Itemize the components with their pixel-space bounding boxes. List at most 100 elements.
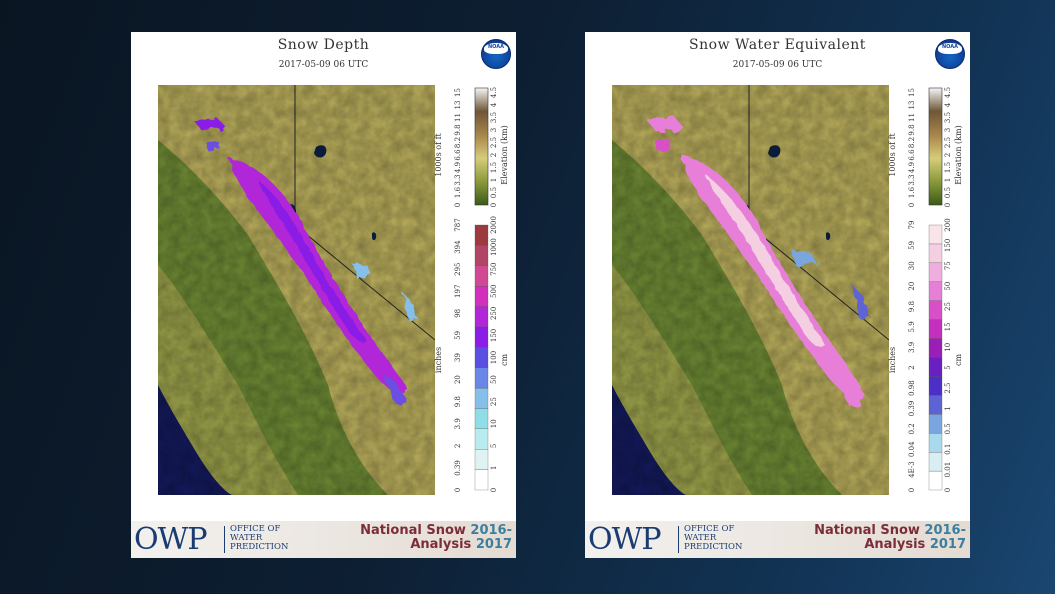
svg-text:1.6: 1.6	[908, 186, 916, 198]
svg-text:4: 4	[490, 102, 498, 107]
colorbar-tick-label: 0	[454, 488, 462, 492]
svg-text:15: 15	[454, 88, 462, 97]
colorbar-tick-label: 0	[490, 488, 498, 492]
svg-text:1: 1	[944, 178, 952, 182]
national-snow-analysis-title: National Snow 2016- Analysis 2017	[360, 523, 512, 552]
svg-text:4.9: 4.9	[454, 162, 462, 173]
svg-text:11: 11	[908, 113, 916, 122]
elevation-left-unit: 1000s of ft	[434, 132, 443, 176]
colorbar-tick-label: 150	[944, 239, 952, 252]
svg-text:2.5: 2.5	[490, 137, 498, 148]
colorbar-tick-label: 2	[908, 365, 916, 369]
panel-date: 2017-05-09 06 UTC	[278, 60, 369, 70]
elevation-right-unit: Elevation (km)	[954, 125, 963, 184]
colorbar-tick-label: 0	[944, 488, 952, 492]
colorbar-tick-label: 10	[490, 419, 498, 428]
colorbar-tick-label: 25	[490, 397, 498, 406]
colorbar-tick-label: 100	[490, 351, 498, 364]
colorbar-tick-label: 50	[490, 375, 498, 384]
colorbar-tick-label: 25	[944, 302, 952, 311]
svg-text:3.3: 3.3	[454, 174, 462, 185]
colorbar-tick-label: 2.5	[944, 383, 952, 394]
svg-text:0: 0	[490, 203, 498, 207]
colorbar-tick-label: 3.9	[454, 418, 462, 429]
national-snow-analysis-title: National Snow 2016- Analysis 2017	[814, 523, 966, 552]
colorbar-tick-label: 750	[490, 262, 498, 275]
svg-text:3: 3	[944, 128, 952, 132]
svg-text:2: 2	[944, 153, 952, 157]
svg-text:2.5: 2.5	[944, 137, 952, 148]
colorbar-tick-label: 197	[454, 285, 462, 298]
swe-right-ticks: 0 0.01 0.1 0.5 1 2.5 5 10 15 25 50 75 150 200	[944, 218, 952, 492]
panel-title: Snow Water Equivalent	[689, 37, 866, 53]
swe-left-ticks: 0 4E-3 0.04 0.2 0.39 0.98 2 3.9 5.9 9.8 20 30 59 79	[908, 221, 916, 493]
noaa-logo-icon: NOAA	[935, 39, 965, 69]
svg-text:15: 15	[908, 88, 916, 97]
value-left-unit: inches	[888, 347, 897, 373]
colorbar-swatch	[928, 470, 943, 491]
svg-text:4.5: 4.5	[944, 87, 952, 98]
owp-divider	[224, 526, 225, 553]
svg-text:11: 11	[454, 113, 462, 122]
svg-text:6.6: 6.6	[454, 149, 462, 161]
owp-logo: OWP	[134, 522, 208, 557]
colorbar-tick-label: 98	[454, 309, 462, 318]
colorbar-swatch	[474, 265, 489, 287]
svg-text:13: 13	[454, 101, 462, 110]
colorbar-swatch	[928, 224, 943, 245]
colorbar-swatch	[928, 319, 943, 339]
snow-depth-map	[158, 85, 435, 495]
elevation-colorbar	[474, 87, 489, 206]
colorbar-tick-label: 250	[490, 307, 498, 320]
swe-panel: Snow Water Equivalent 2017-05-09 06 UTC …	[585, 32, 970, 558]
elevation-right-unit: Elevation (km)	[500, 125, 509, 184]
colorbar-swatch	[928, 243, 943, 264]
colorbar-tick-label: 0.98	[908, 380, 916, 396]
colorbar-tick-label: 1000	[490, 238, 498, 256]
colorbar-tick-label: 2000	[490, 216, 498, 234]
colorbar-tick-label: 0.5	[944, 423, 952, 434]
colorbar-tick-label: 200	[944, 218, 952, 231]
colorbar-tick-label: 500	[490, 285, 498, 298]
colorbar-swatch	[474, 387, 489, 409]
snow-depth-right-ticks: 0 1 5 10 25 50 100 150 250 500 750 1000 2000	[490, 216, 498, 492]
snow-depth-left-ticks: 0 0.39 2 3.9 9.8 20 39 59 98 197 295 394 787	[454, 218, 462, 492]
colorbar-swatch	[474, 286, 489, 307]
colorbar-tick-label: 75	[944, 261, 952, 270]
colorbar-tick-label: 1	[490, 466, 498, 470]
svg-text:13: 13	[908, 101, 916, 110]
svg-text:3.3: 3.3	[908, 174, 916, 185]
colorbar-swatch	[474, 306, 489, 328]
svg-text:3.5: 3.5	[490, 112, 498, 123]
colorbar-tick-label: 2	[454, 444, 462, 448]
svg-text:3.5: 3.5	[944, 112, 952, 123]
colorbar-tick-label: 0.04	[908, 441, 916, 457]
value-left-unit: inches	[434, 347, 443, 373]
svg-text:2: 2	[490, 153, 498, 157]
svg-text:1.5: 1.5	[944, 162, 952, 173]
colorbar-swatch	[474, 245, 489, 266]
colorbar-tick-label: 1	[944, 406, 952, 410]
colorbar-swatch	[474, 326, 489, 348]
owp-logo: OWP	[588, 522, 662, 557]
colorbar-swatch	[928, 357, 943, 377]
elevation-right-ticks: 0 0.5 1 1.5 2 2.5 3 3.5 4 4.5	[944, 87, 952, 207]
colorbar-swatch	[474, 224, 489, 246]
colorbar-tick-label: 20	[908, 282, 916, 291]
snow-depth-legends: 1000s of ft Elevation (km) 0 1.6 3.3 4.9…	[434, 87, 509, 492]
colorbar-tick-label: 79	[908, 221, 916, 230]
svg-text:4.9: 4.9	[908, 162, 916, 173]
colorbar-tick-label: 0.1	[944, 444, 952, 455]
svg-text:8.2: 8.2	[908, 137, 916, 148]
svg-text:0: 0	[454, 203, 462, 207]
value-right-unit: cm	[500, 354, 509, 366]
colorbar-swatch	[474, 367, 489, 389]
colorbar-swatch	[928, 433, 943, 453]
colorbar-tick-label: 0.39	[908, 401, 916, 417]
svg-text:1.5: 1.5	[490, 162, 498, 173]
svg-text:4.5: 4.5	[490, 87, 498, 98]
colorbar-tick-label: 5	[490, 444, 498, 448]
swe-map	[612, 85, 889, 495]
colorbar-tick-label: 0.01	[944, 462, 952, 478]
svg-text:1.6: 1.6	[454, 186, 462, 198]
